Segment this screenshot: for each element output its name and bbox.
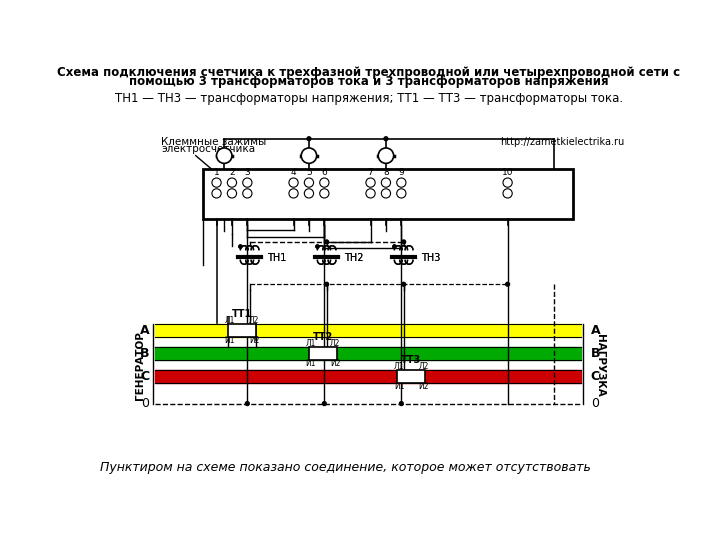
Circle shape	[402, 282, 405, 286]
Circle shape	[289, 189, 298, 198]
Circle shape	[397, 189, 406, 198]
Circle shape	[393, 245, 396, 248]
Circle shape	[234, 327, 238, 330]
Text: 1: 1	[214, 168, 220, 177]
Text: Клеммные зажимы: Клеммные зажимы	[161, 137, 266, 147]
Circle shape	[397, 178, 406, 187]
Circle shape	[400, 402, 403, 406]
Circle shape	[316, 245, 319, 248]
Bar	[309, 347, 337, 360]
Text: И2: И2	[330, 359, 341, 368]
Text: Л2: Л2	[418, 362, 429, 371]
Circle shape	[404, 373, 407, 376]
Text: ГЕНЕРАТОР: ГЕНЕРАТОР	[135, 330, 145, 400]
Circle shape	[212, 178, 221, 187]
Text: 10: 10	[502, 168, 513, 177]
Circle shape	[382, 189, 390, 198]
Circle shape	[382, 178, 390, 187]
Text: И1: И1	[305, 359, 316, 368]
Bar	[228, 325, 256, 336]
Circle shape	[289, 178, 298, 187]
Text: 9: 9	[398, 168, 404, 177]
Text: ТН2: ТН2	[343, 253, 363, 263]
Text: 0: 0	[142, 397, 150, 410]
Text: И2: И2	[249, 336, 259, 345]
Circle shape	[503, 189, 512, 198]
Text: Л1: Л1	[394, 362, 404, 371]
Circle shape	[325, 240, 328, 244]
Circle shape	[305, 178, 314, 187]
Text: A: A	[590, 324, 600, 337]
Text: 5: 5	[306, 168, 312, 177]
Circle shape	[505, 282, 510, 286]
Circle shape	[212, 189, 221, 198]
Text: помощью 3 трансформаторов тока и 3 трансформаторов напряжения: помощью 3 трансформаторов тока и 3 транс…	[129, 75, 609, 88]
Circle shape	[402, 240, 405, 244]
Text: B: B	[140, 347, 150, 360]
Text: ТН1: ТН1	[266, 253, 286, 263]
Text: ТТ2: ТТ2	[312, 333, 333, 342]
Bar	[397, 370, 426, 383]
Circle shape	[301, 148, 317, 164]
Circle shape	[366, 178, 375, 187]
Circle shape	[217, 148, 232, 164]
Bar	[204, 168, 573, 219]
Circle shape	[243, 189, 252, 198]
Text: ТН3: ТН3	[420, 253, 440, 263]
Circle shape	[243, 178, 252, 187]
Text: A: A	[140, 324, 150, 337]
Text: Л1: Л1	[305, 339, 315, 348]
Text: 4: 4	[291, 168, 297, 177]
Circle shape	[384, 137, 388, 140]
Circle shape	[315, 350, 318, 353]
Text: ТН3: ТН3	[420, 253, 440, 263]
Circle shape	[246, 402, 249, 406]
Text: ТН1: ТН1	[266, 253, 286, 263]
Circle shape	[366, 189, 375, 198]
Text: 0: 0	[590, 397, 599, 410]
Circle shape	[307, 137, 311, 140]
Text: И2: И2	[418, 382, 429, 391]
Circle shape	[378, 148, 394, 164]
Text: Л2: Л2	[330, 339, 341, 348]
Text: Л2: Л2	[249, 316, 259, 325]
Text: И1: И1	[394, 382, 405, 391]
Circle shape	[228, 189, 237, 198]
Text: ТТ3: ТТ3	[401, 355, 421, 366]
Text: 6: 6	[321, 168, 327, 177]
Text: B: B	[590, 347, 600, 360]
Circle shape	[320, 178, 329, 187]
Text: 8: 8	[383, 168, 389, 177]
Circle shape	[320, 189, 329, 198]
Circle shape	[393, 245, 396, 248]
Text: http://zametkielectrika.ru: http://zametkielectrika.ru	[500, 137, 624, 147]
Text: ТН2: ТН2	[343, 253, 363, 263]
Text: Схема подключения счетчика к трехфазной трехпроводной или четырехпроводной сети : Схема подключения счетчика к трехфазной …	[58, 66, 680, 79]
Text: НАГРУЗКА: НАГРУЗКА	[595, 334, 605, 396]
Text: 3: 3	[245, 168, 251, 177]
Circle shape	[323, 402, 326, 406]
Circle shape	[305, 189, 314, 198]
Circle shape	[503, 178, 512, 187]
Circle shape	[316, 245, 319, 248]
Text: 7: 7	[368, 168, 374, 177]
Text: Пунктиром на схеме показано соединение, которое может отсутствовать: Пунктиром на схеме показано соединение, …	[99, 461, 590, 474]
Text: C: C	[590, 370, 600, 383]
Text: 2: 2	[229, 168, 235, 177]
Text: C: C	[140, 370, 150, 383]
Text: ТТ1: ТТ1	[232, 309, 252, 319]
Text: Л1: Л1	[225, 316, 235, 325]
Circle shape	[228, 178, 237, 187]
Text: ТН1 — ТН3 — трансформаторы напряжения; ТТ1 — ТТ3 — трансформаторы тока.: ТН1 — ТН3 — трансформаторы напряжения; Т…	[115, 92, 623, 105]
Circle shape	[239, 245, 242, 248]
Text: И1: И1	[225, 336, 235, 345]
Circle shape	[325, 282, 328, 286]
Text: электросчетчика: электросчетчика	[161, 145, 255, 154]
Circle shape	[239, 245, 242, 248]
